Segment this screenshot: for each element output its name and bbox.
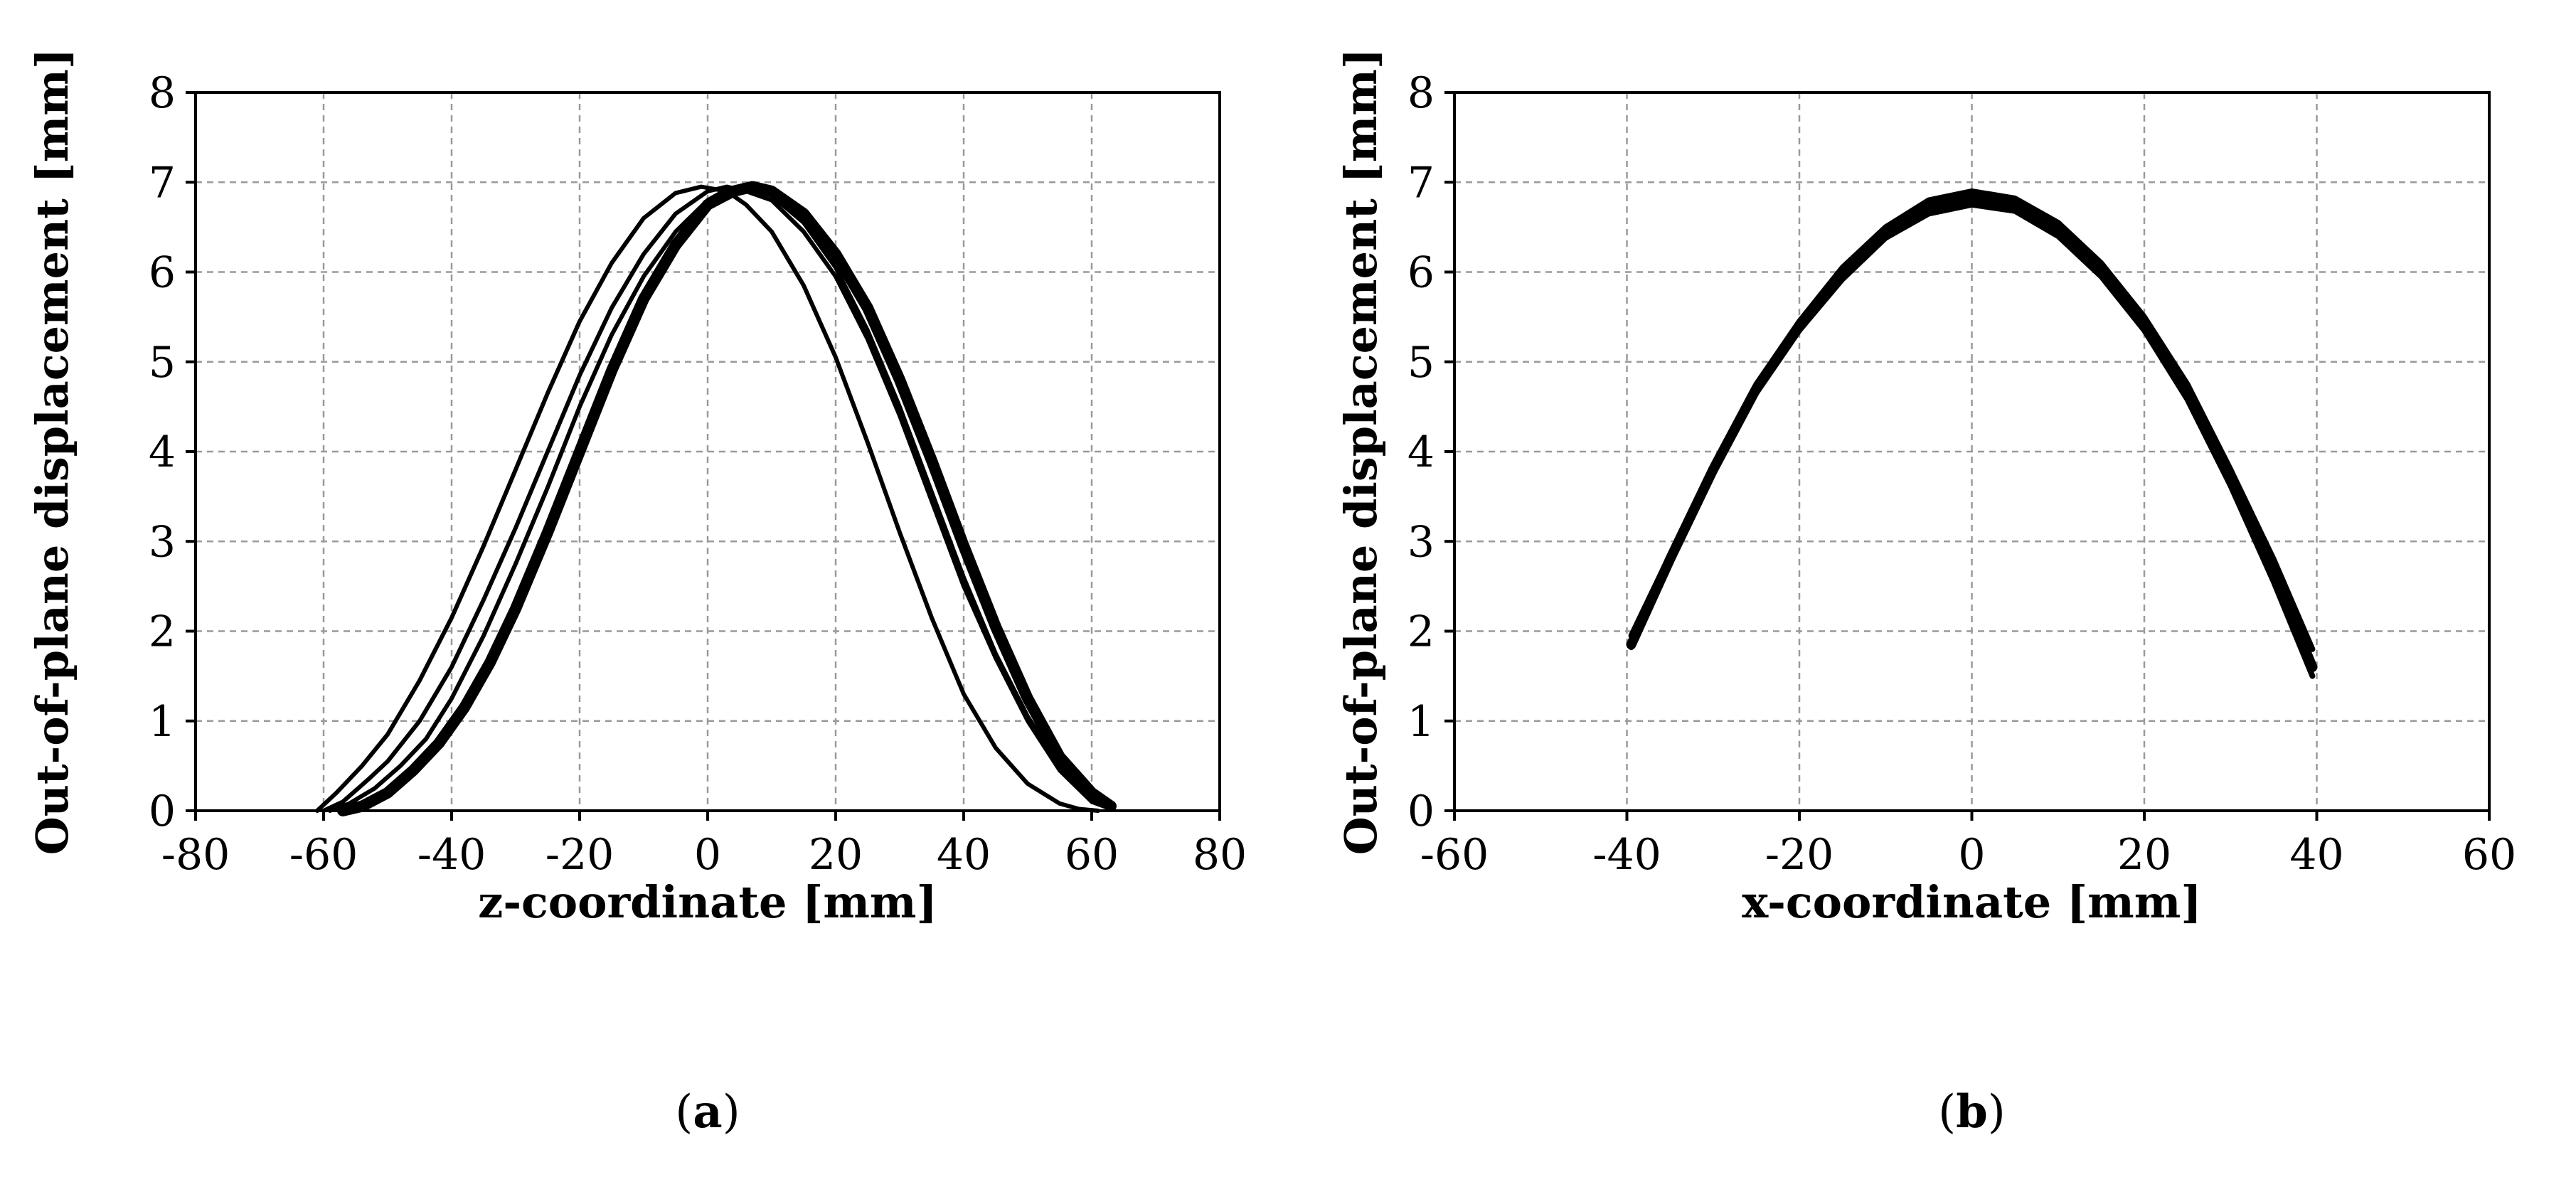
y-tick-label: 6 xyxy=(149,248,176,298)
y-tick-label: 6 xyxy=(1407,248,1435,298)
x-tick-label: -20 xyxy=(1765,830,1834,880)
x-axis-title: x-coordinate [mm] xyxy=(1742,876,2201,928)
x-axis-title: z-coordinate [mm] xyxy=(478,876,937,928)
y-tick-label: 2 xyxy=(149,607,176,657)
x-tick-label: -40 xyxy=(417,830,486,880)
chart-panel-b: -60 -40 -20 0 20 40 60 0 1 2 3 4 5 6 7 8 x-coordinate [m… xyxy=(1335,48,2516,1139)
y-tick-label: 4 xyxy=(1407,427,1435,477)
series-line-curve-band-lower xyxy=(1628,201,2316,679)
series-line-curve-2 xyxy=(321,184,1113,813)
y-tick-label: 3 xyxy=(1407,517,1435,567)
x-tick-label: -20 xyxy=(545,830,614,880)
x-tick-label: 60 xyxy=(2462,830,2516,880)
y-tick-label: 1 xyxy=(149,697,176,747)
y-tick-label: 8 xyxy=(149,68,176,118)
x-tick-label: 20 xyxy=(809,830,863,880)
panel-label: (b) xyxy=(1938,1085,2006,1139)
x-tick-label: 20 xyxy=(2117,830,2171,880)
y-axis-title: Out-of-plane displacement [mm] xyxy=(1335,48,1387,856)
chart-panel-a: -80 -60 -40 -20 0 20 40 60 80 0 1 2 3 4 5 6 7 8 z-coordina… xyxy=(26,48,1247,1139)
y-tick-label: 4 xyxy=(149,427,176,477)
x-tick-label: 0 xyxy=(694,830,721,880)
x-tick-label: 60 xyxy=(1065,830,1119,880)
y-tick-label: 7 xyxy=(149,158,176,208)
y-tick-label: 0 xyxy=(1407,787,1435,836)
x-tick-label: -60 xyxy=(289,830,358,880)
y-tick-label: 1 xyxy=(1407,697,1435,747)
x-tick-label: -80 xyxy=(161,830,230,880)
series-line-curve-band-upper xyxy=(1628,188,2316,652)
y-tick-label: 7 xyxy=(1407,158,1435,208)
x-tick-label: 80 xyxy=(1193,830,1247,880)
y-tick-label: 8 xyxy=(1407,68,1435,118)
y-tick-label: 5 xyxy=(1407,338,1435,388)
panel-label: (a) xyxy=(675,1085,740,1139)
x-tick-label: 0 xyxy=(1958,830,1985,880)
series-line-curve-4 xyxy=(337,181,1117,816)
y-axis-title: Out-of-plane displacement [mm] xyxy=(26,48,78,856)
x-tick-label: 40 xyxy=(937,830,991,880)
x-tick-label: -60 xyxy=(1420,830,1489,880)
series-line-curve-3 xyxy=(328,184,1113,813)
y-tick-label: 5 xyxy=(149,338,176,388)
x-tick-label: 40 xyxy=(2289,830,2343,880)
y-tick-label: 2 xyxy=(1407,607,1435,657)
y-tick-label: 3 xyxy=(149,517,176,567)
x-tick-label: -40 xyxy=(1592,830,1661,880)
y-tick-label: 0 xyxy=(149,787,176,836)
